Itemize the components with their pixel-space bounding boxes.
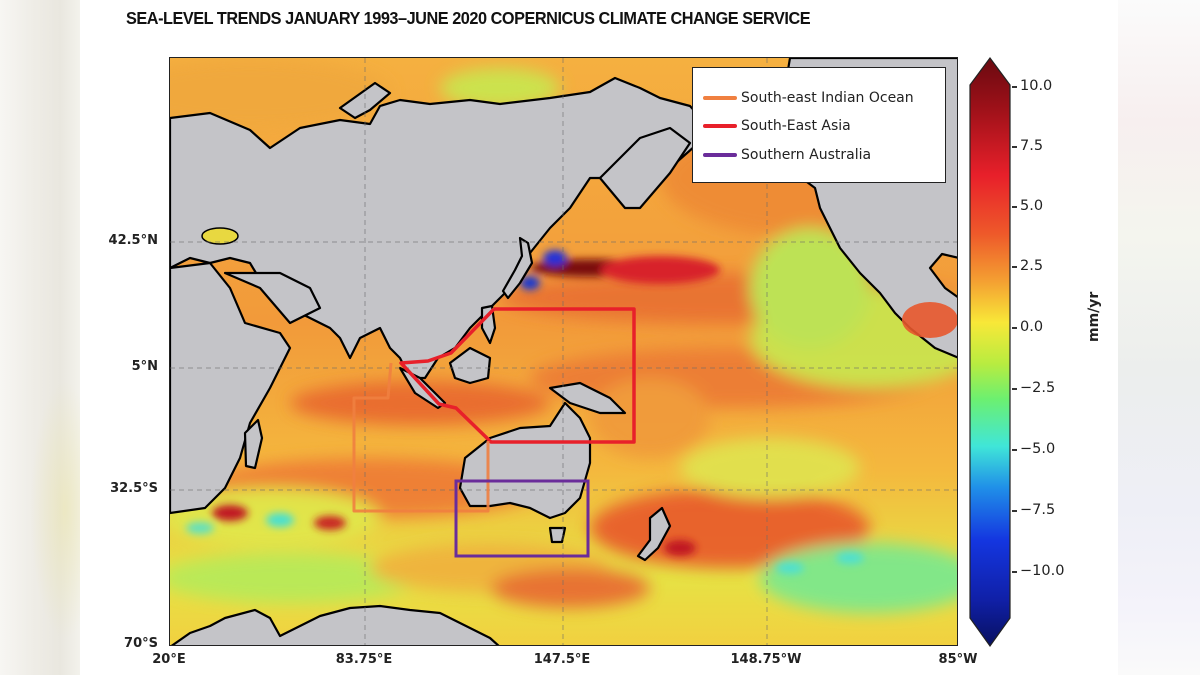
colorbar-tick-label: −2.5 [1020,380,1056,396]
red-line-icon [703,124,737,128]
orange-line-icon [703,96,737,100]
colorbar-tick [1012,266,1017,268]
x-axis-label: 148.75°W [730,652,802,667]
colorbar-tick-label: −10.0 [1020,563,1065,579]
colorbar-tick [1012,449,1017,451]
left-blur-border [0,0,80,675]
legend-item-south-east-indian-ocean: South-east Indian Ocean [703,88,914,108]
colorbar-tick-label: 0.0 [1020,319,1044,335]
region-southern-australia [454,479,590,558]
colorbar-tick [1012,86,1017,88]
purple-line-icon [703,153,737,157]
colorbar-tick [1012,388,1017,390]
colorbar-tick-label: 5.0 [1020,198,1044,214]
colorbar-tick-label: −5.0 [1020,441,1056,457]
colorbar-tick-label: 7.5 [1020,138,1044,154]
colorbar-tick [1012,327,1017,329]
x-axis-label: 147.5°E [533,652,591,667]
x-axis-label: 20°E [152,652,186,667]
colorbar-tick-label: −7.5 [1020,502,1056,518]
map-legend: South-east Indian Ocean South-East Asia … [692,67,946,183]
region-south-east-asia [399,307,636,444]
x-axis-label: 85°W [938,652,978,667]
y-axis-label: 32.5°S [110,481,158,496]
y-axis-label: 5°N [131,359,158,374]
legend-label: South-east Indian Ocean [741,90,914,106]
x-axis-label: 83.75°E [335,652,393,667]
right-blur-border [1118,0,1200,675]
legend-label: Southern Australia [741,147,872,163]
legend-item-south-east-asia: South-East Asia [703,116,851,136]
legend-item-southern-australia: Southern Australia [703,145,871,165]
region-south-east-indian-ocean [352,362,490,513]
colorbar-tick [1012,206,1017,208]
colorbar [969,57,1011,648]
chart-title: SEA-LEVEL TRENDS JANUARY 1993–JUNE 2020 … [126,8,811,28]
colorbar-tick [1012,146,1017,148]
y-axis-label: 70°S [124,636,158,651]
colorbar-unit-label: mm/yr [1086,291,1102,342]
colorbar-tick-label: 10.0 [1020,78,1053,94]
colorbar-tick-label: 2.5 [1020,258,1044,274]
colorbar-tick [1012,510,1017,512]
colorbar-tick [1012,571,1017,573]
legend-label: South-East Asia [741,118,851,134]
y-axis-label: 42.5°N [108,233,158,248]
